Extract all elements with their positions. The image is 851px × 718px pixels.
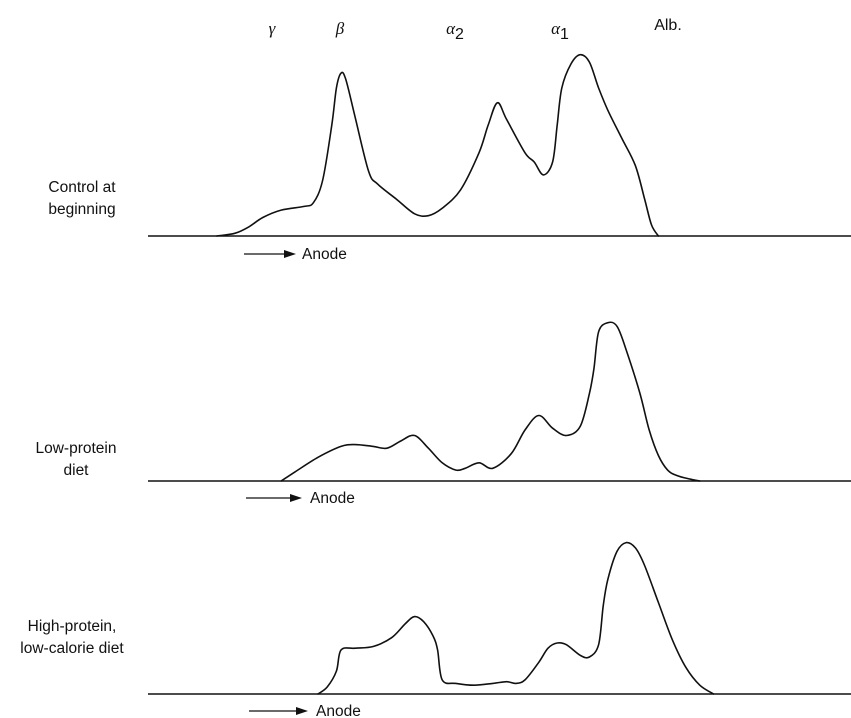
electrophoresis-trace: [216, 53, 660, 237]
panel-label-line-2: low-calorie diet: [20, 640, 124, 657]
panel-label-line-1: Low-protein: [36, 440, 117, 457]
panel-label-line-1: Control at: [48, 179, 116, 196]
panel-label-line-2: diet: [64, 462, 90, 479]
fraction-label-beta: β: [335, 19, 345, 38]
fraction-label-gamma: γ: [269, 19, 277, 38]
fraction-label-alpha2-subscript: 2: [455, 26, 464, 43]
panel-low-protein: Low-protein diet Anode: [36, 321, 851, 507]
panel-label-line-2: beginning: [48, 201, 115, 218]
anode-indicator: Anode: [246, 490, 355, 507]
fraction-label-alpha2-symbol: α: [446, 19, 456, 38]
anode-arrowhead: [290, 494, 302, 502]
anode-arrowhead: [296, 707, 308, 715]
anode-label: Anode: [302, 246, 347, 263]
anode-label: Anode: [316, 703, 361, 718]
fraction-label-alpha2: α2: [446, 19, 464, 43]
panel-high-protein: High-protein, low-calorie diet Anode: [20, 541, 851, 718]
anode-indicator: Anode: [249, 703, 361, 718]
fraction-labels: γ β α2 α1 Alb.: [269, 17, 682, 43]
fraction-label-albumin: Alb.: [654, 17, 682, 34]
anode-label: Anode: [310, 490, 355, 507]
anode-indicator: Anode: [244, 246, 347, 263]
electrophoresis-trace: [280, 321, 701, 482]
fraction-label-alpha1: α1: [551, 19, 569, 43]
panel-label-line-1: High-protein,: [28, 618, 117, 635]
anode-arrowhead: [284, 250, 296, 258]
panel-control: Control at beginning Anode: [48, 53, 851, 263]
fraction-label-alpha1-symbol: α: [551, 19, 561, 38]
electrophoresis-trace: [317, 541, 715, 695]
fraction-label-alpha1-subscript: 1: [560, 26, 569, 43]
